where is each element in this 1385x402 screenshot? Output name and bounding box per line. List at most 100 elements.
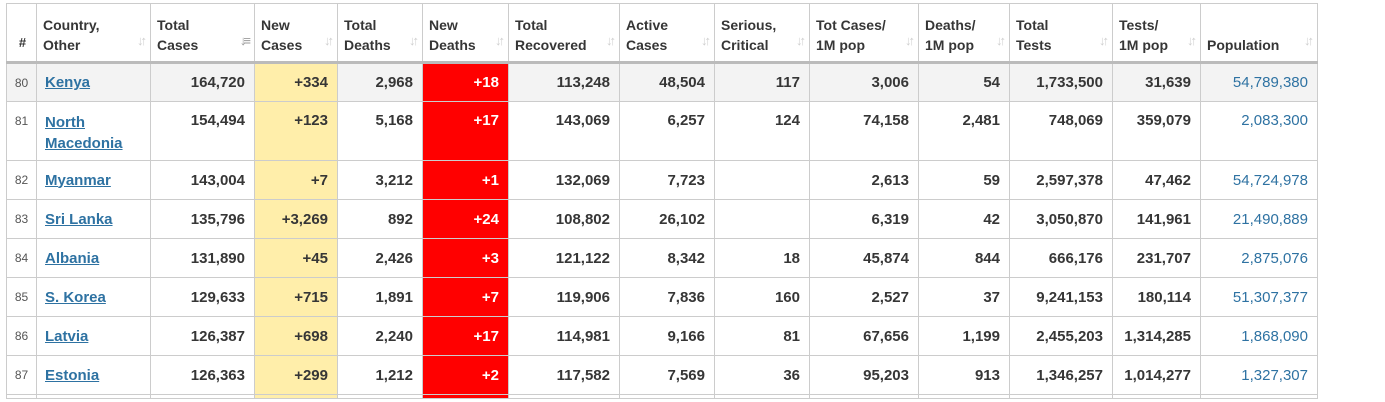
total-tests-cell: 9,241,153 (1009, 277, 1113, 317)
country-link-albania[interactable]: Albania (45, 249, 100, 267)
header-tot-cases-1m[interactable]: Tot Cases/1M pop ↓↑ (809, 3, 919, 64)
empty-cell (422, 394, 509, 399)
country-link-latvia[interactable]: Latvia (45, 327, 89, 345)
tot-cases-1m-cell: 67,656 (809, 316, 919, 356)
tot-cases-1m-cell: 2,613 (809, 160, 919, 200)
new-cases-cell: +123 (254, 101, 338, 161)
new-deaths-cell: +18 (422, 62, 509, 102)
new-cases-cell: +698 (254, 316, 338, 356)
new-cases-cell: +299 (254, 355, 338, 395)
total-tests-cell: 3,050,870 (1009, 199, 1113, 239)
new-deaths-cell: +17 (422, 101, 509, 161)
country-cell: Albania (36, 238, 151, 278)
total-tests-cell: 748,069 (1009, 101, 1113, 161)
serious-critical-cell: 36 (714, 355, 810, 395)
header-total-recovered[interactable]: Total Recovered ↓↑ (508, 3, 620, 64)
deaths-1m-cell: 2,481 (918, 101, 1010, 161)
header-total-cases[interactable]: Total Cases ↓≡ (150, 3, 255, 64)
total-recovered-cell: 132,069 (508, 160, 620, 200)
country-cell: Kenya (36, 62, 151, 102)
active-cases-cell: 7,723 (619, 160, 715, 200)
country-cell: Myanmar (36, 160, 151, 200)
tot-cases-1m-cell: 45,874 (809, 238, 919, 278)
serious-critical-cell (714, 199, 810, 239)
new-deaths-cell: +7 (422, 277, 509, 317)
country-link-estonia[interactable]: Estonia (45, 366, 100, 384)
country-link-myanmar[interactable]: Myanmar (45, 171, 111, 189)
empty-cell (6, 394, 37, 399)
serious-critical-cell: 124 (714, 101, 810, 161)
empty-cell (809, 394, 919, 399)
header-serious-critical[interactable]: Serious, Critical ↓↑ (714, 3, 810, 64)
active-cases-cell: 48,504 (619, 62, 715, 102)
header-deaths-1m[interactable]: Deaths/1M pop ↓↑ (918, 3, 1010, 64)
country-link-sri-lanka[interactable]: Sri Lanka (45, 210, 113, 228)
total-recovered-cell: 117,582 (508, 355, 620, 395)
deaths-1m-cell: 59 (918, 160, 1010, 200)
population-cell: 51,307,377 (1200, 277, 1318, 317)
total-tests-cell: 1,346,257 (1009, 355, 1113, 395)
total-tests-cell: 666,176 (1009, 238, 1113, 278)
header-new-cases[interactable]: New Cases ↓↑ (254, 3, 338, 64)
table-row: 87 Estonia 126,363 +299 1,212 +2 117,582… (6, 355, 1318, 395)
country-cell: S. Korea (36, 277, 151, 317)
sort-desc-icon[interactable]: ↓≡ (239, 33, 251, 48)
table-row: 83 Sri Lanka 135,796 +3,269 892 +24 108,… (6, 199, 1318, 239)
country-link-s-korea[interactable]: S. Korea (45, 288, 106, 306)
sort-updown-icon[interactable]: ↓↑ (905, 33, 915, 48)
empty-cell (508, 394, 620, 399)
total-tests-cell: 2,597,378 (1009, 160, 1113, 200)
empty-cell (1112, 394, 1201, 399)
country-link-kenya[interactable]: Kenya (45, 74, 91, 91)
empty-cell (1009, 394, 1113, 399)
tot-cases-1m-cell: 6,319 (809, 199, 919, 239)
total-recovered-cell: 119,906 (508, 277, 620, 317)
sort-updown-icon[interactable]: ↓↑ (409, 33, 419, 48)
total-cases-cell: 131,890 (150, 238, 255, 278)
rank-cell: 84 (6, 238, 37, 278)
sort-updown-icon[interactable]: ↓↑ (1304, 33, 1314, 48)
total-deaths-cell: 5,168 (337, 101, 423, 161)
sort-updown-icon[interactable]: ↓↑ (1099, 33, 1109, 48)
tot-cases-1m-cell: 95,203 (809, 355, 919, 395)
header-new-deaths[interactable]: New Deaths ↓↑ (422, 3, 509, 64)
population-cell: 1,327,307 (1200, 355, 1318, 395)
active-cases-cell: 6,257 (619, 101, 715, 161)
total-cases-cell: 143,004 (150, 160, 255, 200)
new-deaths-cell: +1 (422, 160, 509, 200)
deaths-1m-cell: 844 (918, 238, 1010, 278)
total-deaths-cell: 2,968 (337, 62, 423, 102)
deaths-1m-cell: 913 (918, 355, 1010, 395)
sort-updown-icon[interactable]: ↓↑ (996, 33, 1006, 48)
serious-critical-cell: 117 (714, 62, 810, 102)
header-country[interactable]: Country, Other ↓↑ (36, 3, 151, 64)
tests-1m-cell: 47,462 (1112, 160, 1201, 200)
sort-updown-icon[interactable]: ↓↑ (137, 33, 147, 48)
sort-updown-icon[interactable]: ↓↑ (606, 33, 616, 48)
total-tests-cell: 1,733,500 (1009, 62, 1113, 102)
empty-cell (619, 394, 715, 399)
table-row: 84 Albania 131,890 +45 2,426 +3 121,122 … (6, 238, 1318, 278)
sort-updown-icon[interactable]: ↓↑ (701, 33, 711, 48)
sort-updown-icon[interactable]: ↓↑ (495, 33, 505, 48)
tests-1m-cell: 31,639 (1112, 62, 1201, 102)
sort-updown-icon[interactable]: ↓↑ (324, 33, 334, 48)
header-active-cases[interactable]: Active Cases ↓↑ (619, 3, 715, 64)
rank-cell: 85 (6, 277, 37, 317)
empty-cell (150, 394, 255, 399)
table-row: 82 Myanmar 143,004 +7 3,212 +1 132,069 7… (6, 160, 1318, 200)
header-tests-1m[interactable]: Tests/1M pop ↓↑ (1112, 3, 1201, 64)
country-link-north-macedonia[interactable]: North Macedonia (45, 114, 123, 152)
tests-1m-cell: 1,314,285 (1112, 316, 1201, 356)
new-cases-cell: +45 (254, 238, 338, 278)
sort-updown-icon[interactable]: ↓↑ (1187, 33, 1197, 48)
active-cases-cell: 7,836 (619, 277, 715, 317)
header-population[interactable]: Population ↓↑ (1200, 3, 1318, 64)
tot-cases-1m-cell: 3,006 (809, 62, 919, 102)
total-cases-cell: 126,363 (150, 355, 255, 395)
header-rank[interactable]: # (6, 3, 37, 64)
header-total-deaths[interactable]: Total Deaths ↓↑ (337, 3, 423, 64)
active-cases-cell: 26,102 (619, 199, 715, 239)
header-total-tests[interactable]: Total Tests ↓↑ (1009, 3, 1113, 64)
sort-updown-icon[interactable]: ↓↑ (796, 33, 806, 48)
